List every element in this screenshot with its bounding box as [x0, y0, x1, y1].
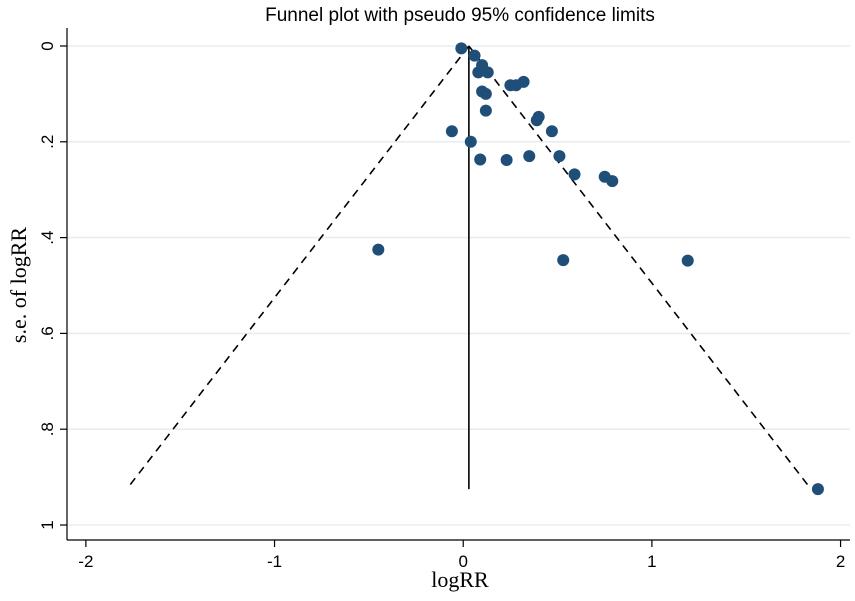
funnel-lines — [126, 45, 812, 490]
study-point — [472, 66, 485, 79]
y-tick-label: .6 — [38, 326, 57, 340]
study-point — [545, 125, 558, 138]
x-tick-label: -2 — [78, 552, 93, 571]
lower-confidence-limit — [126, 45, 470, 490]
study-point — [372, 243, 385, 256]
study-points — [372, 42, 824, 496]
y-tick-label: 0 — [38, 41, 57, 50]
study-point — [474, 153, 487, 166]
study-point — [464, 135, 477, 148]
axes: -2 -1 0 1 2 0 .2 .4 .6 .8 1 — [38, 28, 850, 571]
gridlines — [67, 45, 850, 526]
study-point — [568, 168, 581, 181]
x-tick-label: 2 — [836, 552, 845, 571]
x-tick-label: 0 — [458, 552, 467, 571]
y-tick-label: .4 — [38, 231, 57, 245]
study-point — [811, 483, 824, 496]
x-axis-label: logRR — [431, 567, 489, 592]
study-point — [468, 49, 481, 62]
study-point — [523, 150, 536, 163]
y-tick-label: .8 — [38, 422, 57, 436]
study-point — [510, 79, 523, 92]
study-point — [500, 154, 513, 167]
chart-title: Funnel plot with pseudo 95% confidence l… — [265, 5, 655, 26]
upper-confidence-limit — [468, 45, 812, 490]
study-point — [479, 104, 492, 117]
x-tick-label: -1 — [267, 552, 282, 571]
y-tick-label: 1 — [38, 520, 57, 529]
study-point — [681, 254, 694, 267]
y-axis-label: s.e. of logRR — [6, 227, 31, 343]
study-point — [481, 66, 494, 79]
study-point — [530, 114, 543, 127]
study-point — [557, 254, 570, 267]
study-point — [553, 150, 566, 163]
study-point — [606, 175, 619, 188]
study-point — [455, 42, 468, 55]
x-tick-label: 1 — [647, 552, 656, 571]
study-point — [445, 125, 458, 138]
study-point — [479, 87, 492, 100]
y-tick-label: .2 — [38, 135, 57, 149]
